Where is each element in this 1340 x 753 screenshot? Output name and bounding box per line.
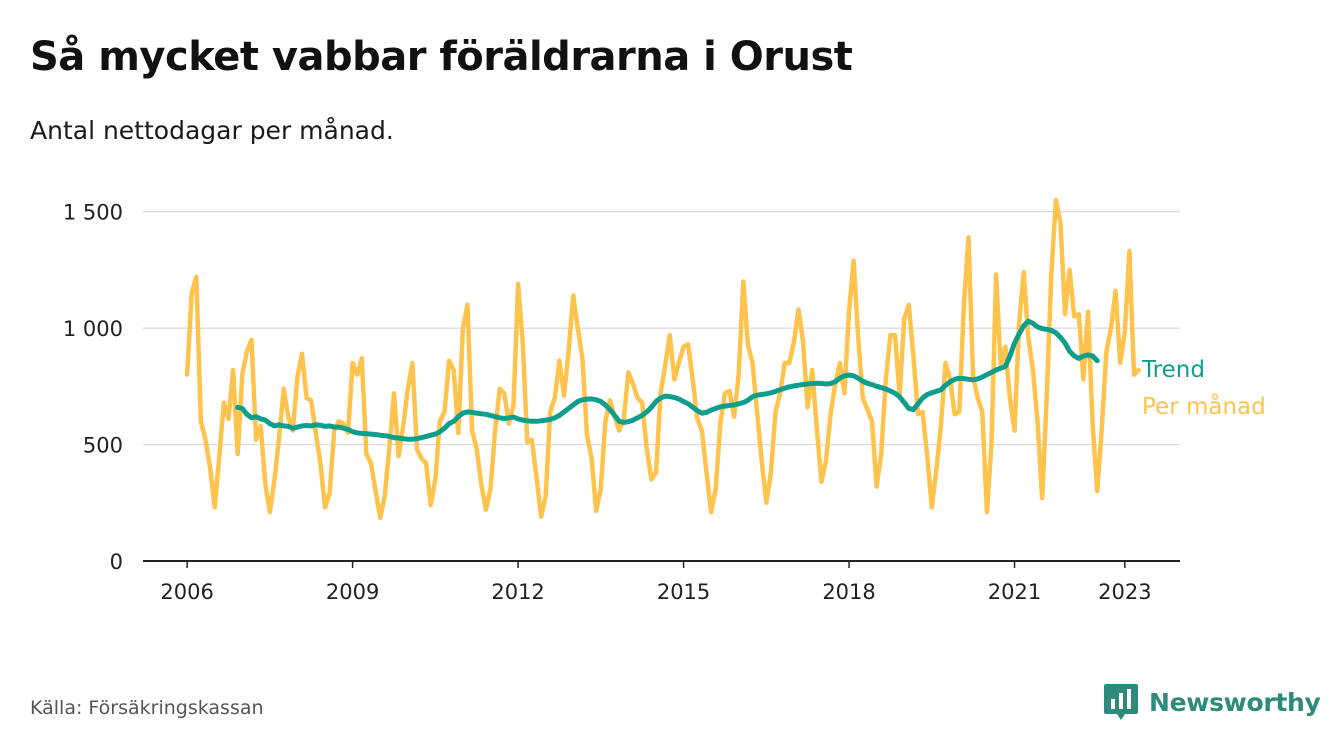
chart-subtitle: Antal nettodagar per månad.: [30, 116, 394, 145]
brand-name: Newsworthy: [1149, 687, 1321, 717]
source-note: Källa: Försäkringskassan: [30, 697, 264, 719]
x-tick-label: 2023: [1098, 580, 1151, 604]
x-tick-label: 2015: [657, 580, 710, 604]
x-tick-label: 2012: [491, 580, 544, 604]
series-line-trend: [235, 318, 1100, 442]
y-tick-label: 1 500: [63, 201, 123, 225]
newsworthy-logo: Newsworthy: [1103, 682, 1321, 722]
x-tick-label: 2009: [326, 580, 379, 604]
series-line-per-m-nad: [184, 197, 1141, 521]
y-tick-label: 0: [110, 550, 123, 574]
y-tick-label: 500: [83, 434, 123, 458]
x-tick-label: 2006: [160, 580, 213, 604]
x-tick-label: 2018: [822, 580, 875, 604]
x-tick-label: 2021: [988, 580, 1041, 604]
y-tick-label: 1 000: [63, 317, 123, 341]
chart-title: Så mycket vabbar föräldrarna i Orust: [30, 34, 853, 80]
newsworthy-logo-icon: [1104, 684, 1138, 720]
series-label: Trend: [1141, 357, 1205, 383]
series-label: Per månad: [1142, 392, 1266, 420]
